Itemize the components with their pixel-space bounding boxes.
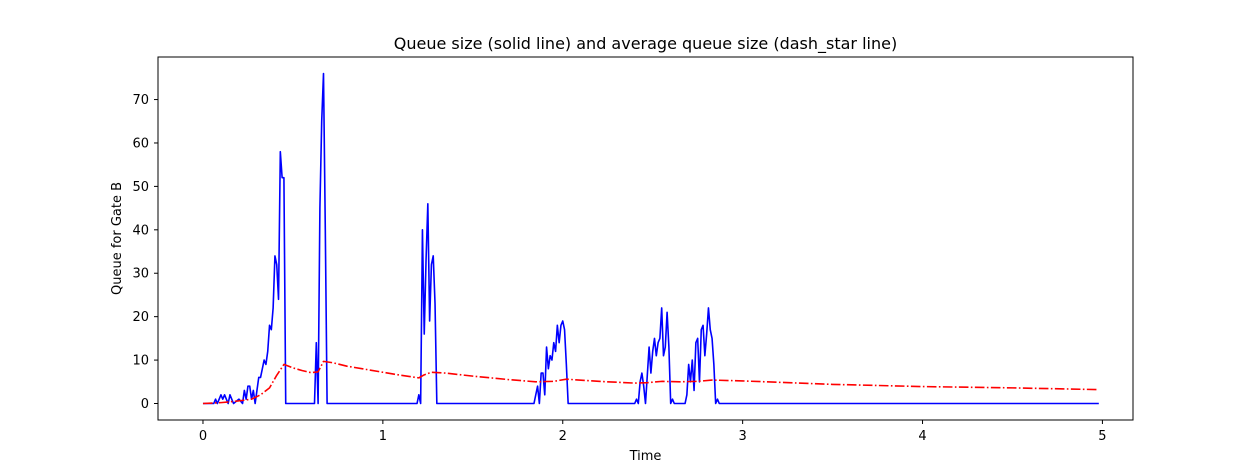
plot-area	[202, 72, 1099, 405]
x-tick-label: 0	[199, 429, 207, 444]
average-queue-size-line	[202, 360, 1099, 405]
queue-size-line	[202, 72, 1099, 405]
y-axis: 0 10 20 30 40 50 60 70	[132, 93, 158, 412]
x-axis: 0 1 2 3 4 5	[199, 420, 1107, 444]
chart-title: Queue size (solid line) and average queu…	[394, 34, 897, 54]
x-tick-label: 4	[918, 429, 926, 444]
y-axis-label: Queue for Gate B	[110, 182, 125, 295]
x-tick-label: 1	[379, 429, 387, 444]
x-tick-label: 2	[559, 429, 567, 444]
x-tick-label: 5	[1098, 429, 1106, 444]
y-tick-label: 0	[141, 397, 149, 412]
x-axis-label: Time	[629, 449, 662, 464]
y-tick-label: 20	[132, 310, 149, 325]
y-tick-label: 50	[132, 180, 149, 195]
y-tick-label: 70	[132, 93, 149, 108]
x-tick-label: 3	[738, 429, 746, 444]
y-tick-label: 30	[132, 267, 149, 282]
y-tick-label: 40	[132, 223, 149, 238]
y-tick-label: 10	[132, 354, 149, 369]
y-tick-label: 60	[132, 136, 149, 151]
plot-frame	[157, 56, 1134, 421]
